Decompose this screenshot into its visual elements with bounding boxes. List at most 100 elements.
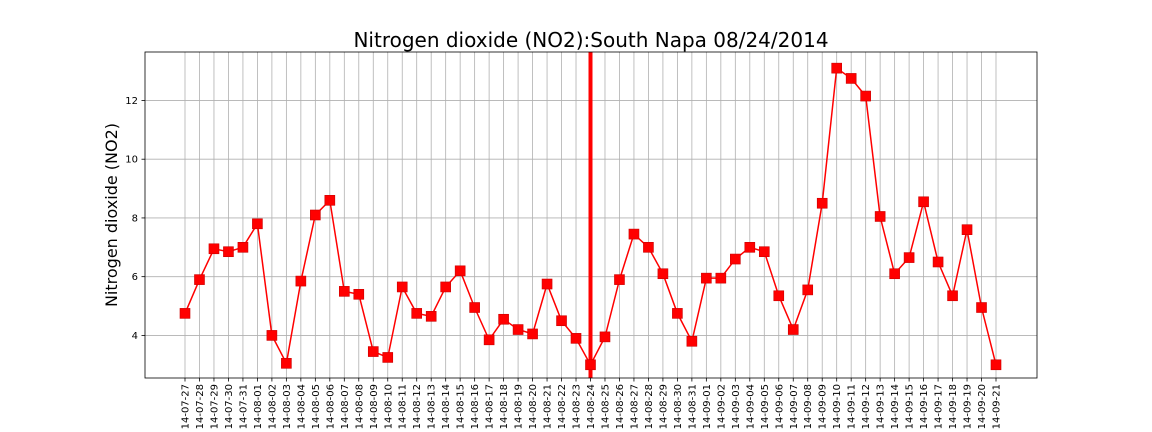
x-tick-label: 14-08-23 (572, 384, 583, 429)
data-point (643, 242, 654, 253)
data-point (947, 290, 958, 302)
data-point (179, 308, 191, 319)
data-point (730, 253, 741, 265)
x-tick-label: 14-08-11 (398, 384, 409, 429)
data-point (425, 311, 437, 322)
data-point (961, 224, 973, 235)
data-point (773, 290, 785, 302)
x-tick-label: 14-08-05 (311, 384, 322, 429)
y-tick-label: 8 (132, 213, 138, 224)
data-point (802, 284, 814, 296)
chart-title: Nitrogen dioxide (NO2):South Napa 08/24/… (353, 28, 828, 52)
x-tick-label: 14-08-17 (485, 384, 496, 429)
x-tick-label: 14-09-15 (905, 384, 916, 429)
x-tick-label: 14-09-02 (716, 384, 727, 429)
data-point (324, 195, 336, 206)
x-tick-label: 14-09-10 (832, 384, 843, 429)
x-tick-label: 14-08-25 (600, 384, 611, 429)
data-point (585, 359, 596, 371)
data-point (266, 330, 278, 341)
x-tick-label: 14-08-16 (470, 384, 481, 429)
x-tick-label: 14-09-21 (992, 384, 1003, 429)
data-point (469, 302, 480, 313)
data-point (889, 268, 900, 280)
x-tick-label: 14-09-18 (948, 384, 959, 429)
x-tick-label: 14-09-11 (847, 384, 858, 429)
x-tick-label: 14-08-30 (673, 384, 684, 429)
x-tick-label: 14-08-21 (543, 384, 554, 429)
x-tick-label: 14-08-06 (325, 384, 336, 429)
data-point (686, 335, 698, 347)
x-tick-label: 14-08-19 (514, 384, 525, 429)
x-tick-label: 14-07-29 (209, 384, 220, 429)
data-points (179, 62, 1002, 371)
x-tick-label: 14-09-06 (774, 384, 785, 429)
x-tick-label: 14-08-02 (267, 384, 278, 429)
x-tick-label: 14-08-04 (296, 384, 307, 429)
x-tick-label: 14-09-20 (977, 384, 988, 429)
x-tick-label: 14-08-09 (369, 384, 380, 429)
x-tick-label: 14-08-03 (282, 384, 293, 429)
data-point (758, 246, 770, 258)
data-point (860, 90, 871, 102)
x-tick-label: 14-09-08 (803, 384, 814, 429)
data-point (570, 333, 582, 344)
data-point (396, 281, 408, 293)
x-tick-label: 14-08-01 (253, 384, 264, 429)
x-tick-label: 14-08-26 (615, 384, 626, 429)
data-point (194, 274, 205, 285)
x-tick-label: 14-07-28 (195, 384, 206, 429)
data-point (744, 242, 756, 253)
x-tick-label: 14-09-19 (963, 384, 974, 429)
data-point (701, 272, 712, 284)
x-tick-label: 14-08-15 (456, 384, 467, 429)
x-tick-label: 14-07-27 (181, 384, 192, 429)
data-point (614, 274, 625, 285)
y-axis-ticks: 4 6 8 10 12 (125, 96, 145, 342)
data-point (918, 196, 929, 208)
data-point (657, 268, 669, 280)
data-point (831, 62, 842, 74)
y-tick-label: 4 (132, 331, 138, 342)
data-point (512, 324, 524, 335)
x-tick-label: 14-09-09 (818, 384, 829, 429)
data-point (541, 278, 553, 290)
data-point (976, 302, 987, 313)
data-point (252, 218, 263, 230)
data-point (483, 334, 495, 346)
x-tick-label: 14-08-31 (687, 384, 698, 429)
data-point (339, 286, 350, 297)
data-point (715, 272, 727, 284)
data-point (295, 275, 307, 287)
data-point (310, 209, 321, 221)
x-tick-label: 14-08-29 (658, 384, 669, 429)
x-tick-label: 14-09-16 (919, 384, 930, 429)
x-tick-label: 14-08-22 (557, 384, 568, 429)
data-point (353, 288, 365, 300)
data-point (787, 324, 799, 335)
x-tick-label: 14-09-14 (890, 384, 901, 429)
x-tick-label: 14-09-01 (702, 384, 713, 429)
data-point (628, 228, 640, 240)
x-tick-label: 14-09-05 (760, 384, 771, 429)
data-point (382, 352, 394, 363)
x-tick-label: 14-08-27 (629, 384, 640, 429)
x-tick-label: 14-08-10 (383, 384, 394, 429)
data-point (527, 328, 538, 340)
x-tick-label: 14-08-14 (441, 384, 452, 429)
data-point (223, 246, 234, 258)
x-tick-label: 14-08-18 (499, 384, 510, 429)
data-point (816, 197, 828, 209)
y-axis-label: Nitrogen dioxide (NO2) (102, 123, 121, 307)
x-axis-ticks: 14-07-27 14-07-28 14-07-29 14-07-30 14-07-31… (181, 378, 1003, 429)
x-tick-label: 14-09-03 (731, 384, 742, 429)
data-point (903, 252, 915, 263)
x-tick-label: 14-09-07 (789, 384, 800, 429)
x-tick-label: 14-08-07 (340, 384, 351, 429)
plot-frame (144, 51, 1038, 379)
data-point (281, 358, 292, 369)
x-tick-label: 14-08-08 (354, 384, 365, 429)
data-point (237, 242, 249, 253)
data-point (672, 308, 683, 319)
